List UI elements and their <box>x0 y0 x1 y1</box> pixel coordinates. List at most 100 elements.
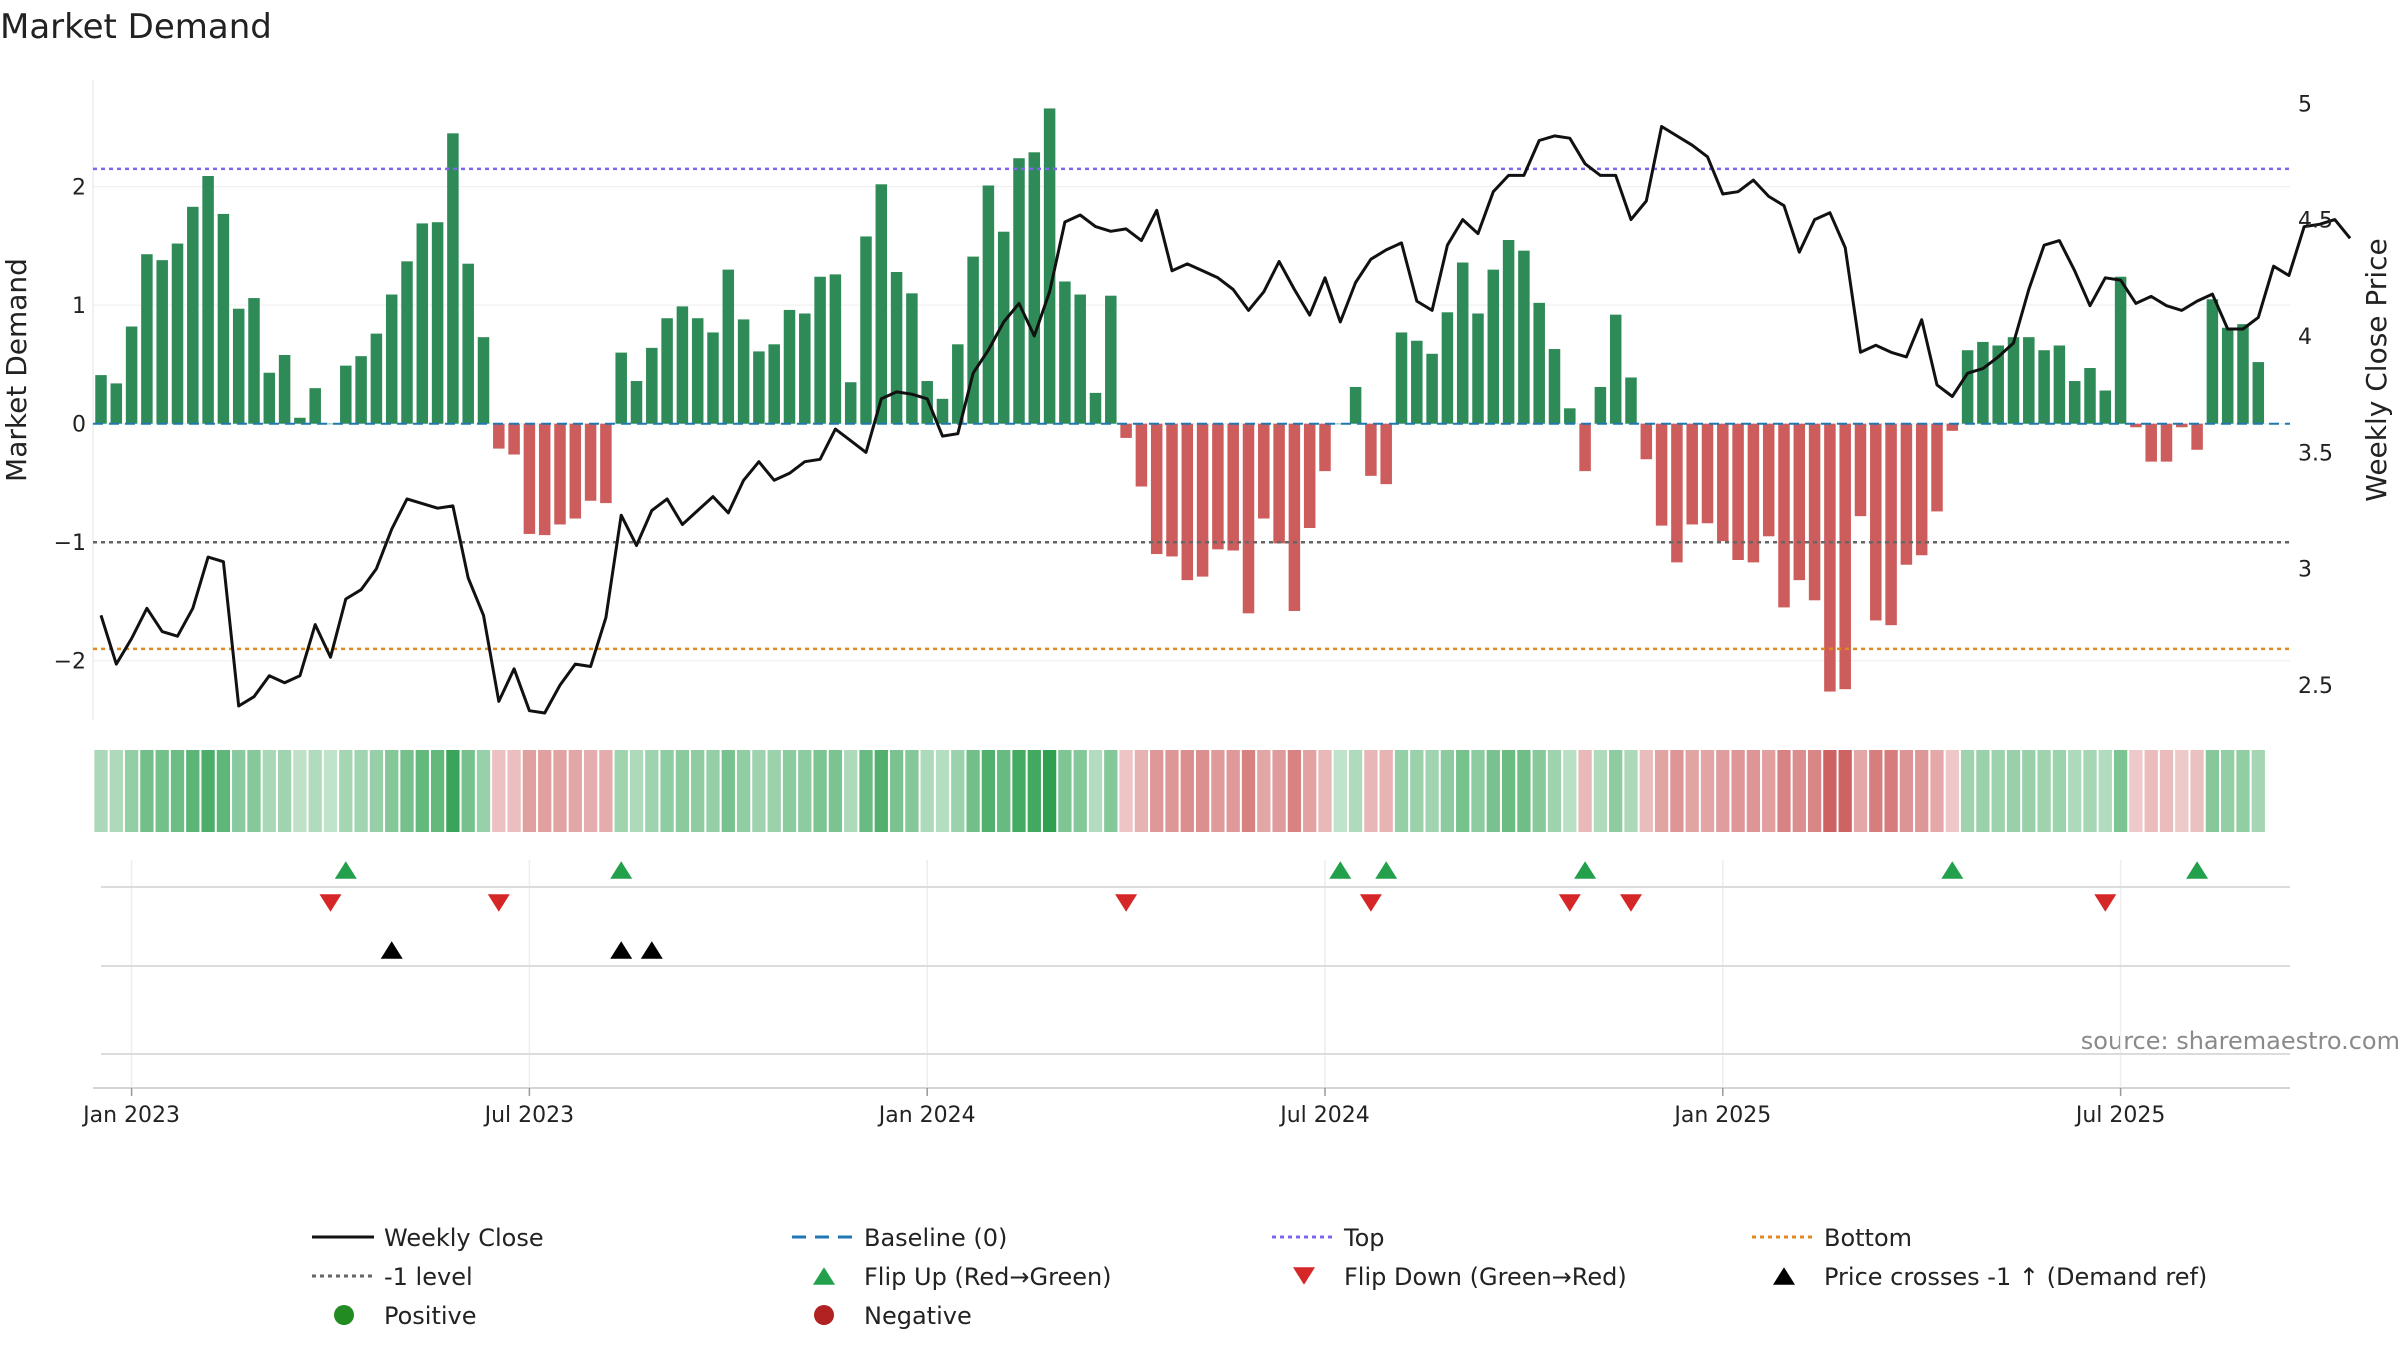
heat-cell <box>966 750 980 832</box>
heat-cell <box>1257 750 1271 832</box>
legend-swatch <box>1773 1267 1795 1285</box>
heat-cell <box>889 750 904 832</box>
demand-bar <box>1640 423 1653 460</box>
heat-cell <box>2159 750 2174 832</box>
demand-bar <box>1961 350 1974 424</box>
demand-bar <box>814 276 826 424</box>
left-tick-label: −2 <box>54 650 86 675</box>
demand-bar <box>2084 368 2096 424</box>
heat-cell <box>2113 750 2128 832</box>
demand-bar <box>967 256 979 424</box>
heat-cell <box>1318 750 1332 832</box>
heat-cell <box>94 750 108 832</box>
left-tick-label: 2 <box>72 176 86 201</box>
heat-cell <box>1517 750 1531 832</box>
heat-cell <box>1547 750 1562 832</box>
heat-cell <box>446 750 460 832</box>
heat-cell <box>1042 750 1057 832</box>
demand-bar <box>1105 295 1117 424</box>
heat-cell <box>1471 750 1485 832</box>
right-tick-label: 2.5 <box>2298 674 2333 699</box>
demand-bar <box>171 243 184 424</box>
demand-bar <box>1380 423 1392 485</box>
heat-cell <box>1731 750 1745 832</box>
demand-bar <box>477 337 490 424</box>
legend-label: Negative <box>864 1302 972 1330</box>
demand-bar <box>1166 423 1178 557</box>
demand-bar <box>1854 423 1867 517</box>
heat-cell <box>1410 750 1424 832</box>
heat-cell <box>1624 750 1638 832</box>
x-tick-label: Jul 2023 <box>483 1103 575 1128</box>
demand-bar <box>1349 386 1362 424</box>
demand-bar <box>1717 423 1729 542</box>
heat-cell <box>354 750 368 832</box>
demand-bar <box>1426 353 1438 424</box>
x-tick-label: Jul 2024 <box>1278 1103 1370 1128</box>
heat-cell <box>1241 750 1256 832</box>
demand-bar <box>2221 327 2234 424</box>
heat-cell <box>216 750 231 832</box>
left-tick-label: 1 <box>72 294 86 319</box>
legend-swatch <box>334 1305 354 1325</box>
demand-bar <box>768 344 780 424</box>
flip-up-marker <box>334 861 357 879</box>
demand-bar <box>2237 324 2249 424</box>
legend-swatch <box>814 1305 834 1325</box>
heat-cell <box>430 750 445 832</box>
demand-bar <box>1977 341 1989 424</box>
demand-bar <box>1824 423 1836 692</box>
demand-bar <box>997 231 1010 424</box>
demand-bar <box>1334 423 1347 425</box>
heat-cell <box>232 750 246 832</box>
heat-cell <box>1853 750 1868 832</box>
demand-bar <box>569 423 582 519</box>
heat-cell <box>1333 750 1347 832</box>
left-tick-label: −1 <box>54 531 86 556</box>
demand-bar <box>1273 423 1285 544</box>
demand-bar <box>2068 381 2081 424</box>
demand-bar <box>1258 423 1270 519</box>
heat-cell <box>1639 750 1653 832</box>
heat-cell <box>1609 750 1623 832</box>
legend-label: Flip Down (Green→Red) <box>1344 1263 1627 1291</box>
demand-bar <box>1946 423 1959 431</box>
demand-bar <box>2023 337 2035 424</box>
event-markers <box>319 861 2209 959</box>
demand-bar <box>1885 423 1897 626</box>
demand-bar <box>646 347 658 424</box>
demand-bar <box>508 423 520 455</box>
demand-bar <box>1839 423 1851 690</box>
demand-bar <box>829 274 842 424</box>
heat-cell <box>507 750 521 832</box>
demand-bar <box>906 293 918 424</box>
demand-bar <box>1594 386 1607 424</box>
heat-cell <box>385 750 399 832</box>
heat-cell <box>124 750 139 832</box>
demand-bar <box>95 375 107 424</box>
heat-cell <box>752 750 766 832</box>
heat-cell <box>1777 750 1791 832</box>
demand-bar <box>462 263 474 424</box>
demand-bar <box>217 213 230 424</box>
demand-bar <box>1059 281 1071 424</box>
heat-cell <box>2190 750 2204 832</box>
heat-cell <box>1272 750 1286 832</box>
heat-cell <box>1456 750 1470 832</box>
heat-cell <box>767 750 781 832</box>
heat-cell <box>706 750 720 832</box>
heat-cell <box>1180 750 1194 832</box>
demand-bar <box>2160 423 2173 462</box>
heat-cell <box>660 750 674 832</box>
heat-cell <box>920 750 934 832</box>
demand-bar <box>324 423 337 425</box>
demand-bar <box>661 318 673 424</box>
heat-cell <box>400 750 414 832</box>
heat-cell <box>629 750 644 832</box>
demand-bar <box>431 222 444 424</box>
demand-bar <box>844 382 857 424</box>
demand-bar <box>2176 423 2188 428</box>
flip-down-marker <box>2094 894 2117 912</box>
heat-cell <box>1058 750 1072 832</box>
heat-cell <box>2221 750 2235 832</box>
